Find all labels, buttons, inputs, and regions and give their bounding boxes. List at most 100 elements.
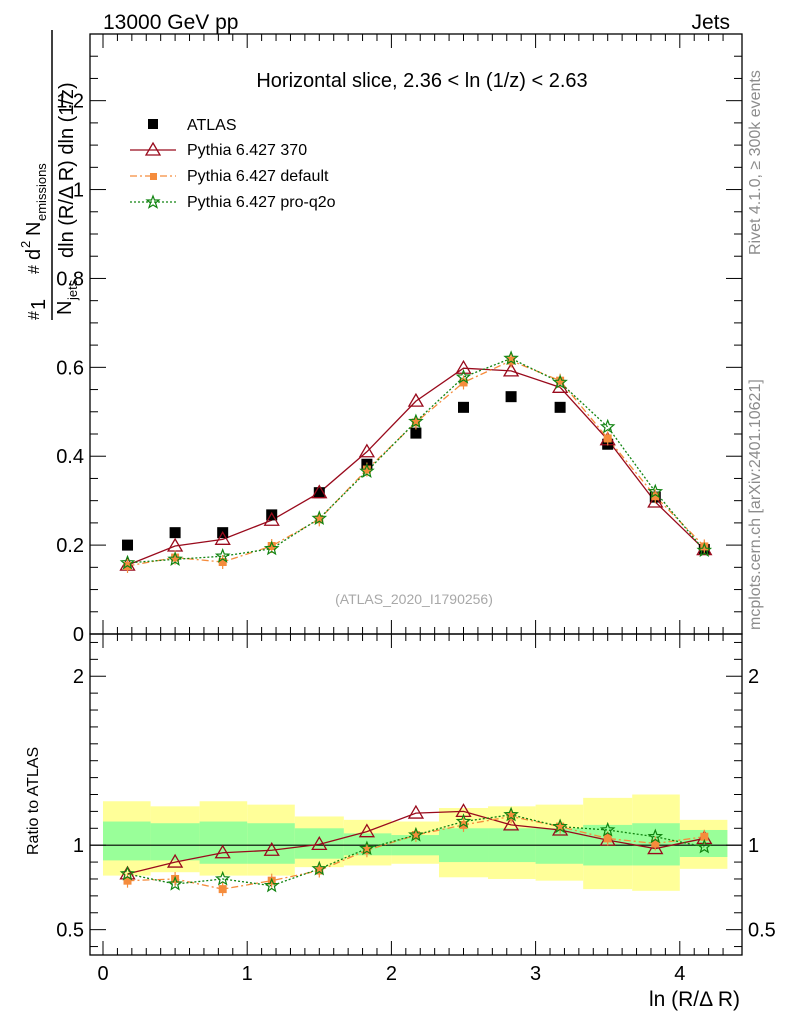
side-rivet: Rivet 4.1.0, ≥ 300k events [747,70,764,255]
ratio-point-s2-4 [311,860,328,876]
ratio-y-tick-label-right: 1 [748,835,759,857]
main-point-s0-8 [505,391,517,403]
main-point-s1-4 [311,484,328,499]
main-point-s2-5 [362,465,371,474]
main-point-s2-10 [603,434,612,443]
main-point-s3-11 [647,483,664,499]
side-mcplots: mcplots.cern.ch [arXiv:2401.10621] [747,379,764,630]
ratio-point-s1-9 [556,822,565,831]
ratio-point-s1-2 [218,885,227,894]
x-tick-label: 0 [97,963,108,985]
ratio-point-s2-5 [359,840,375,856]
legend-marker-proq2o [145,194,161,209]
ratio-point-s2-9 [552,818,568,834]
main-point-s2-6 [411,418,420,427]
ylabel-d: d [23,249,45,260]
main-point-s1-3 [263,511,280,526]
ratio-point-s1-5 [362,846,371,855]
ylabel-hash1: # [26,311,43,320]
ratio-y-tick-label: 2 [73,666,84,688]
ratio-bands [90,794,742,891]
main-point-s1-8 [502,362,520,377]
main-y-tick-label: 0.4 [56,446,84,468]
x-tick-label: 2 [386,963,397,985]
main-y-tick-label: 0 [73,624,84,646]
main-point-s3-1 [167,551,183,566]
main-point-s3-4 [311,510,328,526]
main-point-s2-7 [459,378,468,387]
main-point-s3-8 [503,350,519,366]
band-inner-bin [294,828,344,859]
chart-title: Horizontal slice, 2.36 < ln (1/z) < 2.63 [256,70,587,92]
main-point-s2-1 [171,553,180,562]
main-point-s0-1 [169,527,181,539]
main-y-tick-label: 0.6 [56,357,84,379]
ylabel-emissions: emissions [34,163,49,221]
main-point-s2-9 [556,376,565,385]
main-y-tick-label: 1.2 [56,91,84,113]
ratio-point-s1-0 [123,876,132,885]
main-line-2 [127,359,705,567]
legend-marker-atlas [148,119,158,129]
main-point-s0-3 [266,509,278,521]
ratio-ylabel: Ratio to ATLAS [25,747,42,855]
x-tick-label: 1 [242,963,253,985]
ratio-point-s2-7 [455,813,472,829]
ratio-line-2 [127,814,705,887]
ratio-point-s2-10 [599,821,616,837]
legend-label-default: Pythia 6.427 default [187,168,329,185]
main-point-s1-6 [407,392,425,407]
main-point-s3-10 [599,418,616,434]
main-point-s2-2 [218,558,227,566]
legend-label-proq2o: Pythia 6.427 pro-q2o [187,194,336,211]
band-inner-bin [103,821,151,861]
band-inner-bin [199,821,248,864]
ylabel-njets-n: N [54,301,76,315]
ratio-point-s1-8 [507,812,516,821]
ratio-y-tick-label: 0.5 [56,920,84,942]
main-point-s0-6 [410,427,422,439]
ratio-point-s2-0 [119,865,136,881]
main-point-s1-5 [358,443,376,458]
ratio-point-s2-3 [263,877,280,893]
main-point-s3-2 [214,548,231,563]
main-point-s3-6 [408,413,424,429]
ratio-point-s0-8 [502,816,520,831]
ylabel-hash2: # [26,265,43,274]
main-point-s1-11 [647,493,664,508]
ratio-point-s1-12 [700,832,709,841]
main-y-tick-label: 0.2 [56,535,84,557]
legend-label-atlas: ATLAS [187,117,237,134]
header-energy: 13000 GeV pp [103,11,238,34]
main-point-s3-3 [263,540,280,556]
ratio-point-s0-4 [311,836,328,850]
main-point-s3-0 [119,554,136,570]
ratio-point-s2-8 [503,806,519,822]
ratio-point-s0-11 [647,840,664,855]
axes: 0 1 2 3 4 0 0.2 0.4 0.6 0.8 1 1.2 0.5 0.5 1 1 2 2 [56,33,776,985]
legend-label-370: Pythia 6.427 370 [187,142,307,159]
legend: ATLAS Pythia 6.427 370 Pythia 6.427 defa… [130,117,336,211]
ratio-point-s1-11 [651,839,660,848]
ratio-point-s0-3 [263,841,280,856]
header-jets: Jets [691,11,730,34]
main-y-tick-label: 0.8 [56,268,84,290]
main-point-s3-5 [359,463,375,478]
ratio-point-s2-2 [214,870,231,886]
ratio-point-s2-11 [647,828,664,844]
main-point-s2-11 [651,492,660,501]
series-markers [119,350,713,897]
main-point-s3-7 [455,368,472,384]
main-point-s0-0 [122,539,134,551]
main-point-s1-2 [214,531,231,545]
ratio-y-tick-label: 1 [73,835,84,857]
ratio-point-s1-6 [411,831,420,840]
main-point-s3-9 [552,374,568,390]
band-inner-bin [535,828,584,864]
ratio-point-s1-10 [603,834,612,843]
ylabel-denominator: dln (R/Δ R) dln (1/z) [56,82,78,258]
x-tick-label: 4 [674,963,685,985]
main-line-3 [127,357,705,564]
main-point-s3-12 [696,542,713,558]
main-point-s1-7 [455,359,472,374]
